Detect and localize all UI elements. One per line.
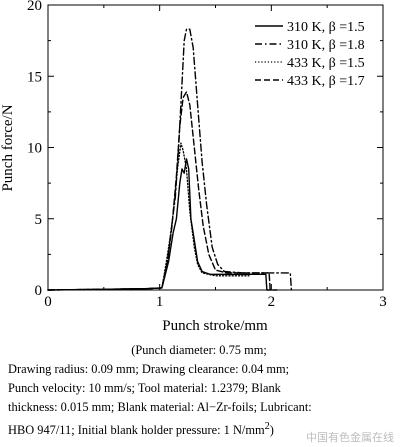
series-layer [47,28,293,291]
x-tick-label: 3 [379,294,387,310]
caption-superscript: 2 [264,421,270,432]
y-tick-label: 0 [35,283,43,299]
caption-line: (Punch diameter: 0.75 mm; [131,343,267,357]
caption-last-text: HBO 947/11; Initial blank holder pressur… [8,423,265,438]
series-line [47,142,250,291]
figure-caption: (Punch diameter: 0.75 mm; Drawing radius… [8,341,390,440]
y-tick-label: 5 [35,212,43,228]
line-chart: 0 1 2 3 0 5 10 15 20 310 K, β =1.5 310 K, β =1.8 4… [0,0,387,334]
caption-line: thickness: 0.015 mm; Blank material: Al−… [8,400,312,414]
caption-line: Drawing radius: 0.09 mm; Drawing clearan… [8,362,290,376]
legend-label: 433 K, β =1.7 [287,74,365,89]
x-tick-label: 0 [44,294,52,310]
x-tick-label: 2 [268,294,276,310]
y-tick-label: 20 [27,0,42,14]
watermark: 中国有色金属在线 [306,431,394,444]
caption-line: Punch velocity: 10 mm/s; Tool material: … [8,381,281,395]
y-tick-label: 10 [27,141,42,157]
y-axis-label: Punch force/N [0,104,16,191]
legend-label: 433 K, β =1.5 [287,56,365,71]
caption-line: HBO 947/11; Initial blank holder pressur… [8,417,390,440]
axis-ticks [47,4,384,291]
axis-tick-labels: 0 1 2 3 0 5 10 15 20 [27,0,387,310]
series-line [47,158,272,291]
y-tick-label: 15 [27,69,42,85]
legend-label: 310 K, β =1.5 [287,20,365,35]
x-axis-label: Punch stroke/mm [162,318,268,334]
legend: 310 K, β =1.5 310 K, β =1.8 433 K, β =1.5 4… [255,20,365,89]
caption-closing: ) [269,423,274,438]
x-tick-label: 1 [156,294,164,310]
series-line [47,91,278,291]
legend-label: 310 K, β =1.8 [287,38,365,53]
